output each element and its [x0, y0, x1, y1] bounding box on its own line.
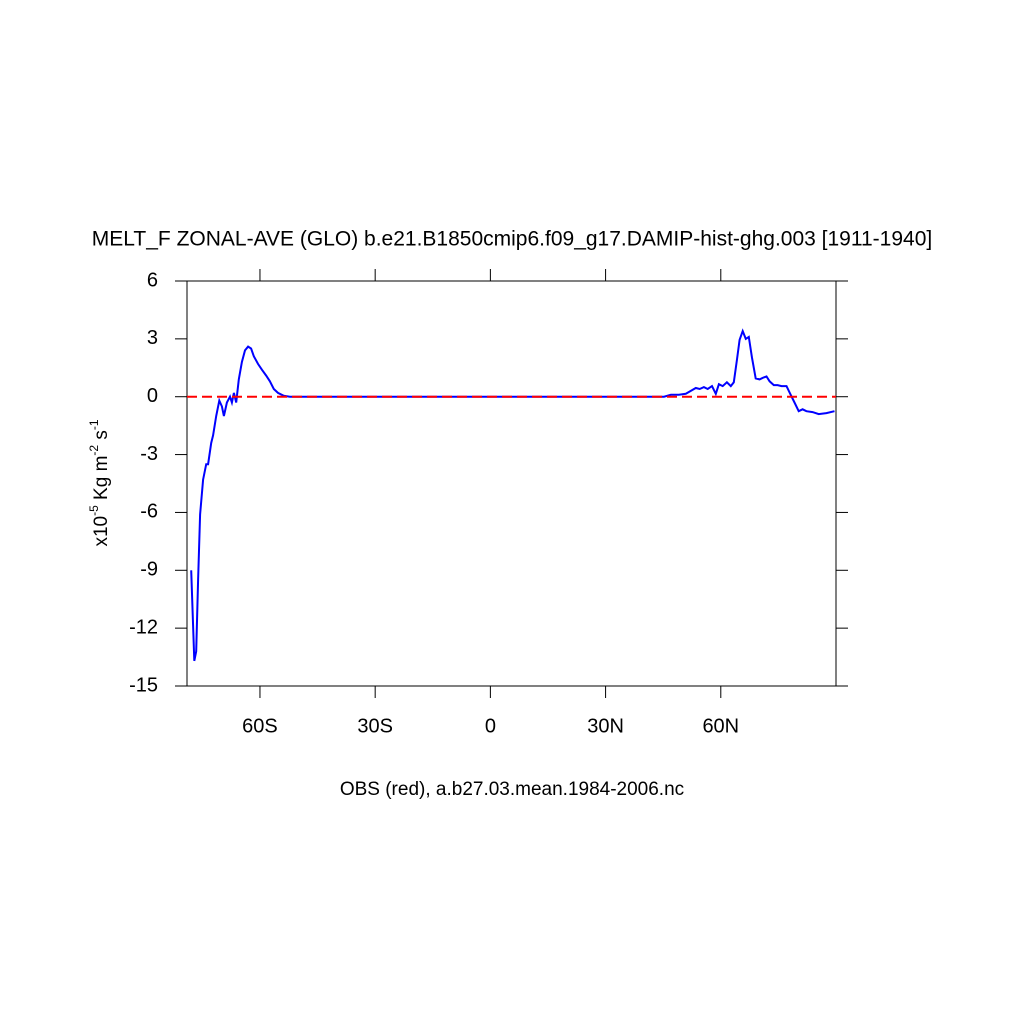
y-tick-label: -12 [129, 616, 158, 638]
x-tick-label: 30S [357, 715, 393, 737]
y-axis-label-part: s [91, 430, 112, 445]
chart-title: MELT_F ZONAL-AVE (GLO) b.e21.B1850cmip6.… [92, 228, 932, 251]
y-axis-label-part: x10 [91, 516, 112, 547]
y-tick-label: -15 [129, 674, 158, 696]
y-tick-label: 0 [147, 385, 158, 407]
y-axis-label-part: -1 [87, 419, 101, 430]
y-tick-label: -9 [140, 559, 158, 581]
y-axis-label: x10-5 Kg m-2 s-1 [87, 419, 112, 546]
y-axis-label-part: -2 [87, 445, 101, 456]
y-tick-label: -6 [140, 501, 158, 523]
y-tick-label: -3 [140, 443, 158, 465]
y-tick-label: 3 [147, 327, 158, 349]
x-tick-label: 30N [587, 715, 624, 737]
series-line [190, 328, 835, 662]
y-axis-label-part: -5 [87, 505, 101, 516]
plot-frame [186, 280, 837, 687]
x-tick-label: 0 [485, 715, 496, 737]
y-tick-label: 6 [147, 269, 158, 291]
x-axis-label: OBS (red), a.b27.03.mean.1984-2006.nc [340, 779, 684, 800]
x-tick-label: 60N [702, 715, 739, 737]
x-tick-label: 60S [242, 715, 278, 737]
y-axis-label-part: Kg m [91, 456, 112, 506]
